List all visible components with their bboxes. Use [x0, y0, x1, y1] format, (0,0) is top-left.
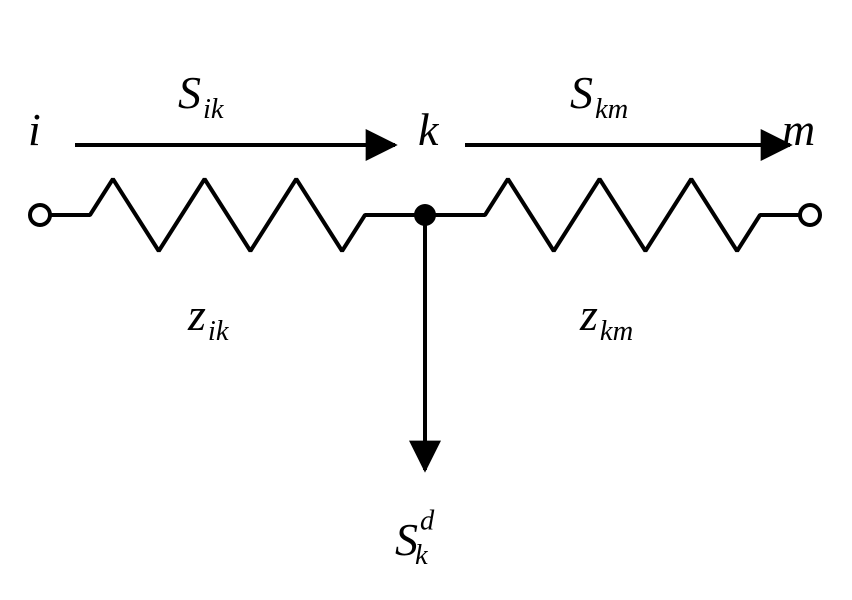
load-label-k: Sdk [395, 506, 435, 572]
flow-label-ik: Sik [178, 67, 225, 125]
node-label-m: m [782, 104, 815, 155]
node-m [800, 205, 820, 225]
node-label-k: k [418, 104, 440, 155]
flow-label-km: Skm [570, 67, 628, 125]
circuit-diagram: Sik zik Skm zkm Sdk i k m [0, 0, 852, 600]
node-label-i: i [28, 104, 41, 155]
node-k [414, 204, 436, 226]
resistor-km [455, 179, 790, 251]
resistor-ik [60, 179, 395, 251]
impedance-label-ik: zik [187, 289, 230, 347]
impedance-label-km: zkm [579, 289, 633, 347]
node-i [30, 205, 50, 225]
